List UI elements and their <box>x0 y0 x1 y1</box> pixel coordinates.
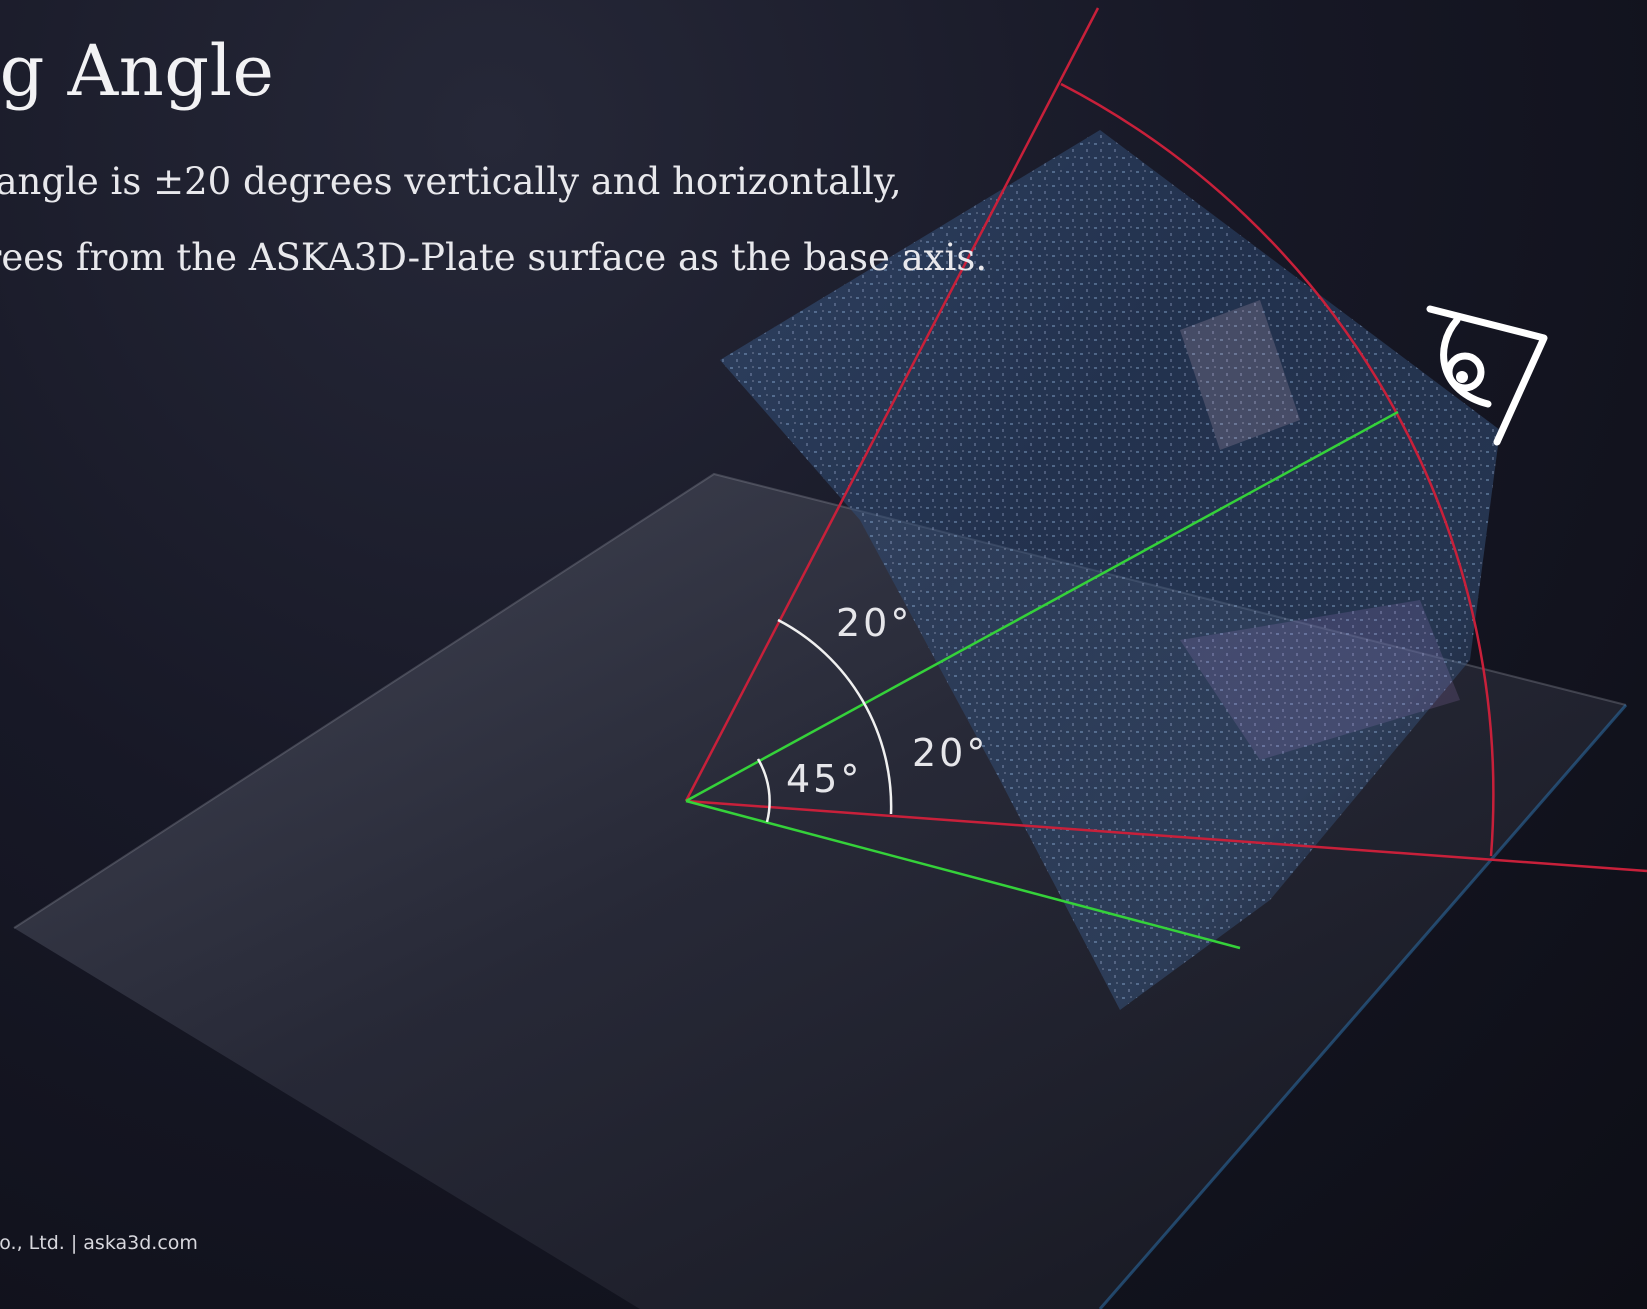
description-line-2: grees from the ASKA3D-Plate surface as t… <box>0 236 988 279</box>
plate-axis-line <box>685 799 1241 950</box>
eye-icon <box>1426 305 1548 446</box>
plate-blue-edge <box>1098 704 1628 1309</box>
angle-label-top: 20° <box>836 601 912 645</box>
angle-label-plate: 45° <box>786 757 862 801</box>
page-title: ng Angle <box>0 30 275 112</box>
angle-arc-plate <box>756 758 771 823</box>
angle-label-right: 20° <box>912 731 988 775</box>
description-line-1: g angle is ±20 degrees vertically and ho… <box>0 160 902 203</box>
angle-arc-upper <box>777 618 893 815</box>
viewing-range-arc <box>1060 82 1495 857</box>
footer-copyright: Co., Ltd. | aska3d.com <box>0 1232 198 1254</box>
viewing-axis-line <box>685 410 1399 803</box>
upper-boundary-line <box>684 7 1100 802</box>
lower-boundary-line <box>685 799 1647 873</box>
